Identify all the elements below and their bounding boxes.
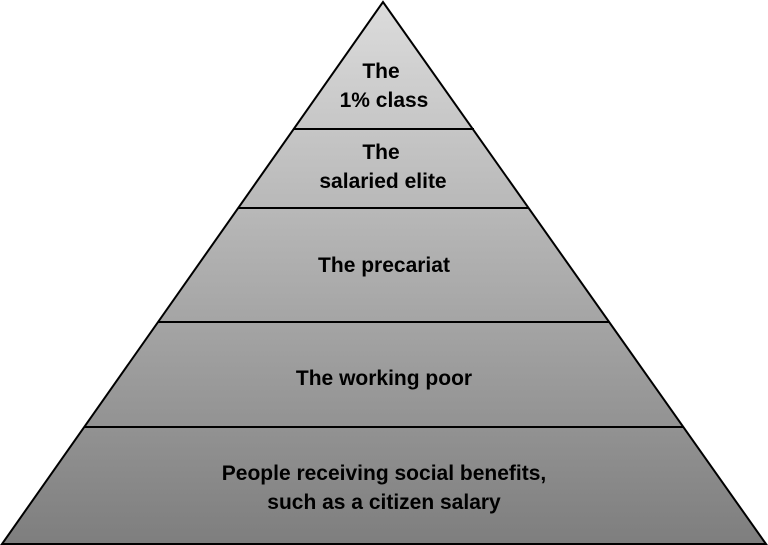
tier-social-benefits-label-line-2: such as a citizen salary: [267, 491, 501, 514]
tier-working-poor-label: The working poor: [296, 367, 472, 390]
tier-top-label-line-2: 1% class: [340, 89, 429, 112]
tier-precariat-label: The precariat: [318, 254, 450, 277]
tier-social-benefits-label-line-1: People receiving social benefits,: [222, 462, 546, 485]
tier-top-label-line-1: The: [362, 60, 399, 83]
tier-salaried-elite-label-line-2: salaried elite: [319, 170, 446, 193]
tier-salaried-elite-label-line-1: The: [362, 141, 399, 164]
